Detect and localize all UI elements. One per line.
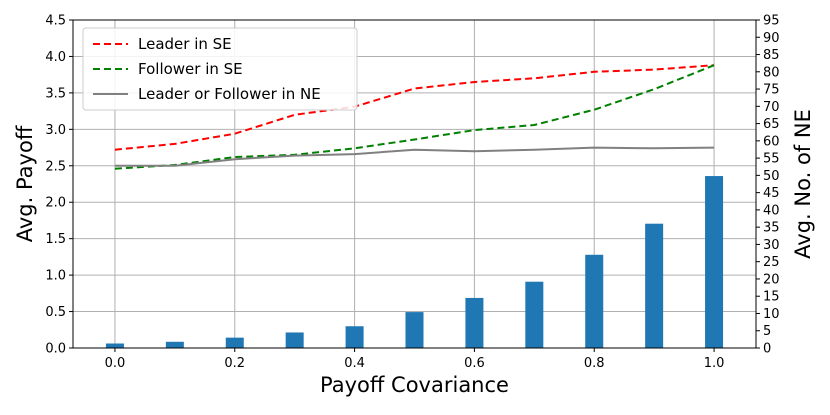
y2-tick-label: 85 [763, 48, 780, 63]
bar [345, 326, 364, 348]
y2-tick-label: 95 [763, 14, 780, 29]
x-tick-label: 1.0 [704, 356, 725, 371]
bar [165, 341, 184, 348]
y-tick-label: 3.0 [45, 123, 66, 138]
bar [405, 312, 424, 348]
y-tick-label: 2.5 [45, 159, 66, 174]
y-axis-left-ticks: 0.0 0.5 1.0 1.5 2.0 2.5 3.0 3.5 4.0 4.5 [45, 14, 73, 357]
y2-tick-label: 75 [763, 83, 780, 98]
y-axis-left-title: Avg. Payoff [13, 125, 37, 242]
legend-box [82, 27, 358, 111]
x-tick-label: 0.4 [344, 356, 365, 371]
plot-frame [72, 19, 757, 349]
x-tick-label: 0.0 [105, 356, 126, 371]
y2-tick-label: 35 [763, 221, 780, 236]
y-tick-label: 1.0 [45, 269, 66, 284]
y2-tick-label: 70 [763, 100, 780, 115]
legend-label: Leader or Follower in NE [138, 85, 321, 103]
series-line [114, 64, 715, 151]
x-tick-label: 0.6 [464, 356, 485, 371]
y2-tick-label: 50 [763, 169, 780, 184]
bar [465, 297, 484, 348]
y-tick-label: 3.5 [45, 86, 66, 101]
y-axis-right-ticks: 0 5 10 15 20 25 30 35 40 45 50 55 60 65 70 75 80 85 90 95 [756, 14, 780, 357]
y-tick-label: 0.5 [45, 305, 66, 320]
x-tick-label: 0.8 [584, 356, 605, 371]
y2-tick-label: 90 [763, 31, 780, 46]
y2-tick-label: 40 [763, 203, 780, 218]
bar-series-ne-count [105, 176, 724, 348]
bar [285, 332, 304, 348]
y2-tick-label: 10 [763, 307, 780, 322]
y2-tick-label: 0 [763, 342, 771, 357]
y-tick-label: 4.0 [45, 50, 66, 65]
y2-tick-label: 55 [763, 152, 780, 167]
x-axis-title: Payoff Covariance [320, 373, 509, 397]
bar [525, 281, 544, 348]
y2-tick-label: 5 [763, 324, 771, 339]
series-line [114, 146, 715, 167]
bar [705, 176, 724, 348]
y-tick-label: 2.0 [45, 196, 66, 211]
y2-tick-label: 45 [763, 186, 780, 201]
y-axis-right-title: Avg. No. of NE [791, 109, 815, 259]
x-axis-ticks: 0.0 0.2 0.4 0.6 0.8 1.0 [105, 348, 725, 371]
bar [645, 223, 664, 348]
bar [585, 254, 604, 348]
y2-tick-label: 65 [763, 117, 780, 132]
x-tick-label: 0.2 [224, 356, 245, 371]
y-tick-label: 4.5 [45, 14, 66, 29]
y2-tick-label: 20 [763, 272, 780, 287]
y2-tick-label: 15 [763, 290, 780, 305]
y-tick-label: 1.5 [45, 232, 66, 247]
legend-label: Leader in SE [138, 35, 232, 53]
series-line [114, 64, 715, 170]
y2-tick-label: 80 [763, 65, 780, 80]
y2-tick-label: 30 [763, 238, 780, 253]
y2-tick-label: 25 [763, 255, 780, 270]
legend-label: Follower in SE [138, 60, 243, 78]
legend: Leader in SE Follower in SE Leader or Foll… [82, 27, 358, 111]
y2-tick-label: 60 [763, 134, 780, 149]
bar [105, 343, 124, 348]
bar [225, 337, 244, 348]
y-tick-label: 0.0 [45, 342, 66, 357]
line-series [114, 64, 715, 170]
